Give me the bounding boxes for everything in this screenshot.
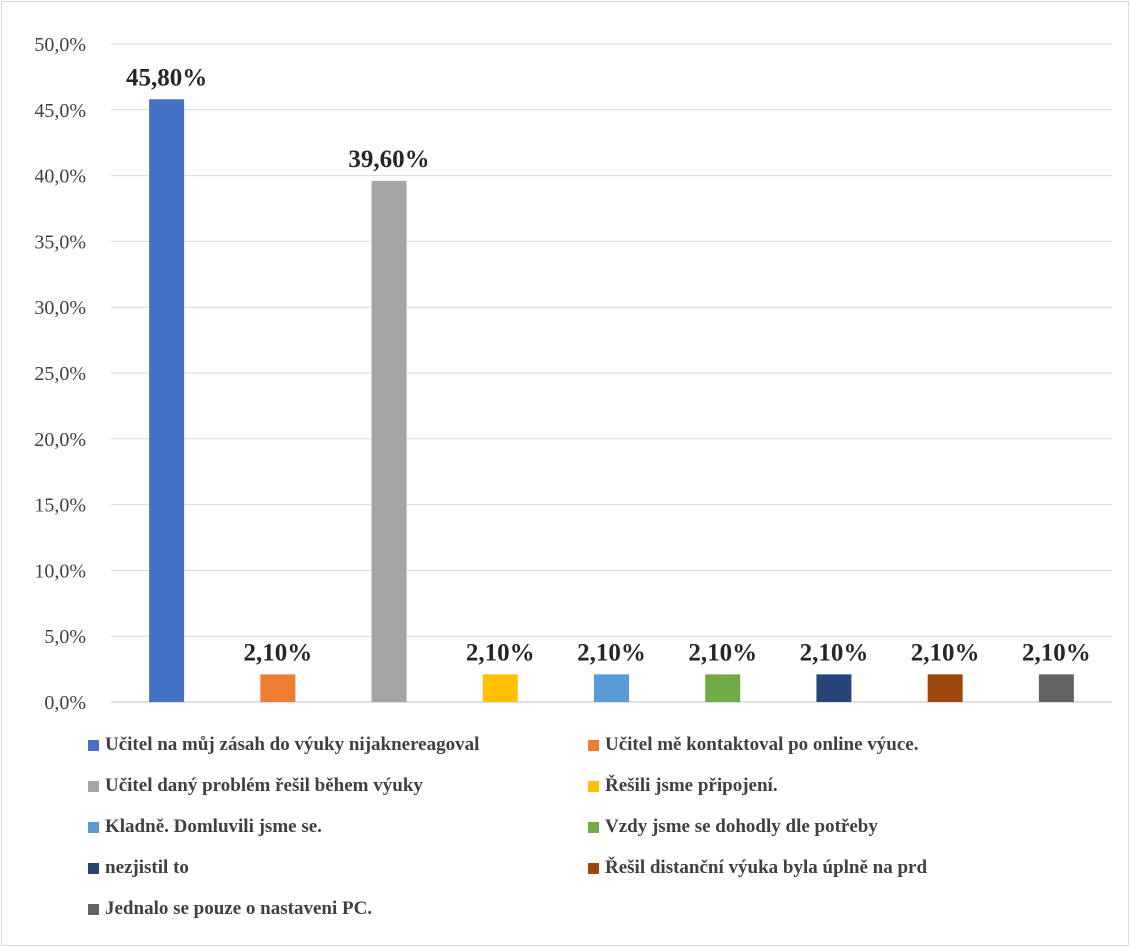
- legend-item: Vzdy jsme se dohodly dle potřeby: [588, 816, 878, 838]
- legend-swatch: [88, 780, 99, 792]
- legend-swatch: [588, 821, 599, 833]
- legend-swatch: [88, 739, 99, 751]
- bar: [705, 674, 741, 702]
- legend-item: Řešil distanční výuka byla úplně na prd: [588, 857, 927, 879]
- y-tick-label: 40,0%: [34, 166, 86, 188]
- data-label: 2,10%: [243, 639, 312, 666]
- y-tick-label: 25,0%: [34, 363, 86, 385]
- data-label: 45,80%: [126, 64, 207, 91]
- data-label: 2,10%: [577, 639, 646, 666]
- legend-label: Řešil distanční výuka byla úplně na prd: [605, 857, 928, 878]
- legend-item: Kladně. Domluvili jsme se.: [88, 816, 322, 838]
- legend-swatch: [88, 862, 99, 874]
- legend-swatch: [588, 739, 599, 751]
- y-tick-label: 5,0%: [44, 626, 86, 648]
- data-label: 2,10%: [688, 639, 757, 666]
- y-tick-label: 15,0%: [34, 495, 86, 517]
- y-tick-label: 10,0%: [34, 560, 86, 582]
- legend-label: Učitel na můj zásah do výuky nijaknereag…: [105, 734, 480, 755]
- data-label: 39,60%: [348, 146, 429, 173]
- bar: [260, 674, 296, 702]
- legend-label: Jednalo se pouze o nastaveni PC.: [105, 898, 373, 919]
- data-label: 2,10%: [1022, 639, 1091, 666]
- y-tick-label: 35,0%: [34, 231, 86, 253]
- y-tick-label: 30,0%: [34, 297, 86, 319]
- legend-label: Učitel mě kontaktoval po online výuce.: [605, 734, 919, 755]
- data-label: 2,10%: [800, 639, 869, 666]
- y-tick-label: 45,0%: [34, 100, 86, 122]
- bar: [1038, 674, 1074, 702]
- bar: [371, 180, 407, 702]
- legend-swatch: [88, 821, 99, 833]
- legend-label: nezjistil to: [105, 857, 189, 878]
- bar: [594, 674, 629, 702]
- data-label: 2,10%: [911, 639, 980, 666]
- bar: [816, 674, 852, 702]
- legend-item: Učitel mě kontaktoval po online výuce.: [588, 734, 919, 756]
- legend-item: Řešili jsme připojení.: [588, 775, 778, 797]
- y-tick-label: 50,0%: [34, 34, 86, 56]
- bar: [927, 674, 963, 702]
- legend-swatch: [588, 780, 599, 792]
- legend-item: Jednalo se pouze o nastaveni PC.: [88, 898, 372, 920]
- bar: [149, 99, 185, 703]
- y-tick-label: 0,0%: [44, 692, 86, 714]
- legend-item: Učitel daný problém řešil během výuky: [88, 775, 423, 797]
- legend-swatch: [588, 862, 599, 874]
- legend-swatch: [88, 903, 99, 915]
- legend-label: Učitel daný problém řešil během výuky: [105, 775, 423, 796]
- bar: [482, 674, 518, 702]
- legend-item: Učitel na můj zásah do výuky nijaknereag…: [88, 734, 479, 756]
- y-tick-label: 20,0%: [34, 429, 86, 451]
- legend-label: Řešili jsme připojení.: [605, 775, 778, 796]
- data-label: 2,10%: [466, 639, 535, 666]
- legend-label: Vzdy jsme se dohodly dle potřeby: [605, 816, 878, 837]
- legend-item: nezjistil to: [88, 857, 189, 879]
- legend-label: Kladně. Domluvili jsme se.: [105, 816, 322, 837]
